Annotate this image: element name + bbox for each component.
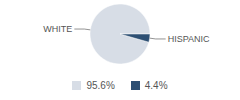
svg-text:WHITE: WHITE xyxy=(43,24,72,34)
html-text:4.4%: 4.4% xyxy=(144,80,168,91)
html-text:95.6%: 95.6% xyxy=(86,80,115,91)
svg-text:HISPANIC: HISPANIC xyxy=(168,34,210,44)
